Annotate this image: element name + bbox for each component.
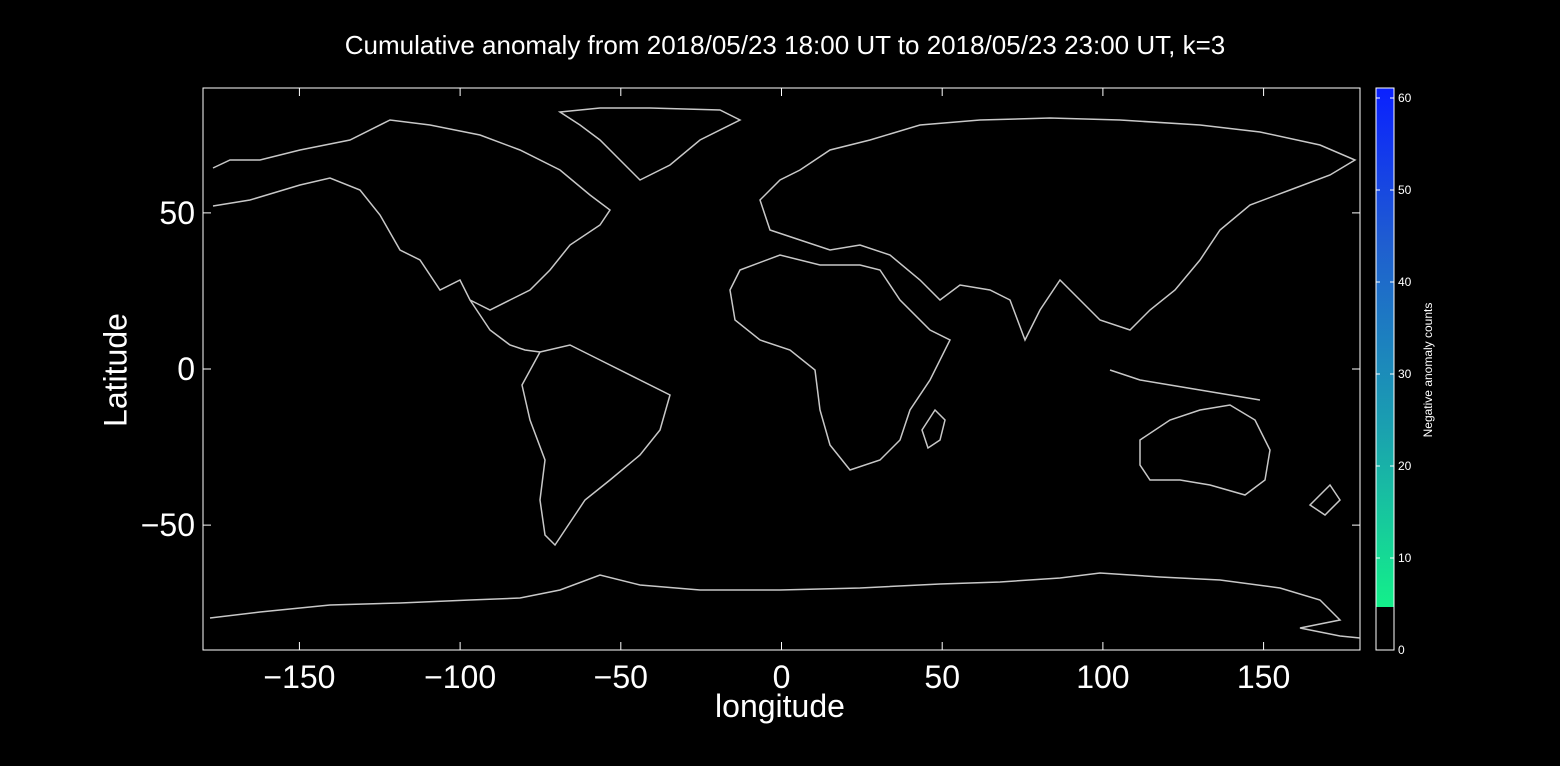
coast-indonesia <box>1109 369 1261 401</box>
x-tick-label: 100 <box>1076 659 1129 695</box>
x-tick-label: 150 <box>1237 659 1290 695</box>
coast-new-zealand <box>1308 483 1341 516</box>
colorbar-black-segment <box>1376 607 1394 650</box>
colorbar: 0 10 20 30 40 50 60 <box>1375 87 1412 657</box>
colorbar-tick-label: 20 <box>1398 459 1412 473</box>
x-tick-label: 50 <box>924 659 960 695</box>
y-axis-label: Latitude <box>97 313 134 427</box>
y-tick-label: −50 <box>141 507 195 543</box>
coast-australia <box>1139 404 1271 496</box>
coast-africa <box>729 254 952 471</box>
y-axis: −50 0 50 <box>141 195 1360 543</box>
x-tick-label: −150 <box>263 659 335 695</box>
y-tick-label: 0 <box>177 351 195 387</box>
coast-madagascar <box>921 408 946 450</box>
colorbar-tick-label: 30 <box>1398 367 1412 381</box>
x-axis-label: longitude <box>715 688 845 724</box>
coastlines <box>209 107 1361 639</box>
coast-antarctica <box>209 572 1361 639</box>
colorbar-ticks: 0 10 20 30 40 50 60 <box>1376 91 1412 657</box>
x-tick-label: 0 <box>773 659 791 695</box>
colorbar-tick-label: 50 <box>1398 183 1412 197</box>
colorbar-gradient <box>1376 88 1394 607</box>
x-axis: −150 −100 −50 0 50 100 150 <box>263 88 1290 695</box>
x-tick-label: −100 <box>424 659 496 695</box>
x-tick-label: −50 <box>594 659 648 695</box>
coast-eurasia <box>759 117 1357 342</box>
chart-title: Cumulative anomaly from 2018/05/23 18:00… <box>344 30 1226 60</box>
coast-north-america <box>212 119 612 311</box>
y-tick-label: 50 <box>159 195 195 231</box>
map-frame <box>202 87 1361 651</box>
colorbar-tick-label: 10 <box>1398 551 1412 565</box>
colorbar-label: Negative anomaly counts <box>1421 302 1435 438</box>
colorbar-tick-label: 40 <box>1398 275 1412 289</box>
colorbar-tick-label: 0 <box>1398 643 1405 657</box>
coast-central-america <box>469 299 541 353</box>
coast-greenland <box>557 107 742 181</box>
colorbar-tick-label: 60 <box>1398 91 1412 105</box>
coast-south-america <box>521 344 671 547</box>
colorbar-frame <box>1375 87 1395 651</box>
